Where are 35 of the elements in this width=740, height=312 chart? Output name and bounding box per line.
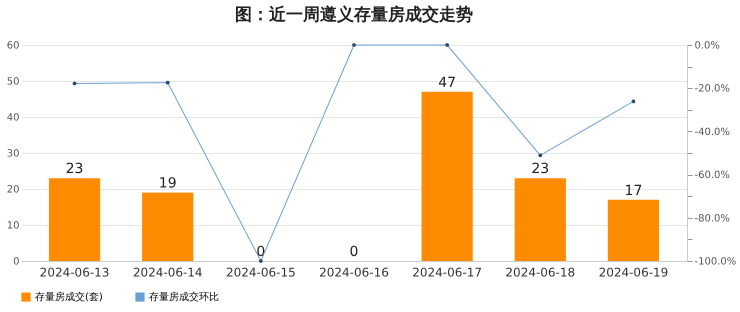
y-tick-label: 10: [6, 220, 20, 232]
bar: [422, 92, 473, 261]
bar: [142, 192, 194, 261]
x-tick-label: 2024-06-15: [226, 266, 296, 280]
x-tick-label: 2024-06-19: [598, 266, 668, 280]
data-label: 17: [624, 182, 642, 199]
y2-tick-label: -40.0%: [694, 126, 730, 138]
data-label: 47: [438, 74, 456, 91]
y-tick-label: 40: [6, 112, 20, 124]
bar: [48, 178, 100, 261]
x-tick-label: 2024-06-14: [132, 266, 203, 280]
x-tick-label: 2024-06-18: [505, 266, 576, 280]
x-tick-label: 2024-06-13: [40, 266, 110, 280]
bar: [608, 200, 660, 261]
y2-tick-label: -20.0%: [694, 84, 730, 95]
x-tick-label: 2024-06-17: [412, 266, 482, 280]
y2-tick-label: -60.0%: [694, 170, 730, 182]
y-tick-label: 0: [13, 256, 20, 268]
y-tick-label: 20: [6, 184, 20, 196]
y2-tick-label: -80.0%: [694, 213, 730, 224]
data-label: 23: [66, 161, 84, 178]
legend-label: 存量房成交环比: [149, 291, 219, 304]
data-label: 0: [256, 244, 266, 260]
y-tick-label: 60: [6, 40, 20, 52]
x-tick-label: 2024-06-16: [319, 266, 389, 280]
bar: [514, 178, 566, 261]
data-label: 19: [158, 176, 177, 192]
chart-title: 图：近一周遵义存量房成交走势: [235, 5, 473, 25]
y-tick-label: 50: [6, 76, 20, 88]
y2-tick-label: -100.0%: [694, 256, 736, 268]
y-tick-label: 30: [6, 148, 20, 160]
legend-label: 存量房成交(套): [35, 291, 103, 304]
data-label: 23: [531, 161, 550, 178]
data-label: 0: [350, 244, 358, 260]
y2-tick-label: 0.0%: [694, 40, 720, 52]
